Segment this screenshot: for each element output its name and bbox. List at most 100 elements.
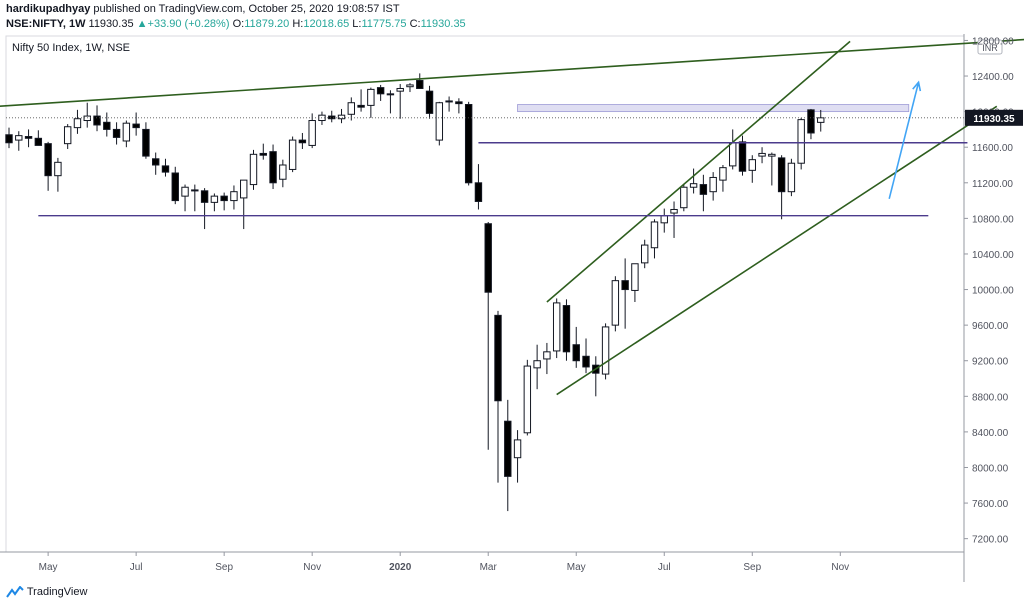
y-tick-label: 7200.00 [972,535,1009,546]
close-label: C: [409,18,421,30]
high-label: H: [292,18,304,30]
candle-bearish [142,128,150,157]
candle-bearish [445,100,453,103]
y-tick-label: 10000.00 [972,286,1014,297]
candle-bearish [220,195,228,202]
open-label: O: [232,18,245,30]
candle-bullish [513,439,522,459]
candle-bullish [650,221,659,249]
resistance-zone [517,104,910,113]
candle-bearish [298,139,307,144]
candle-bullish [288,139,297,170]
x-tick-label: Sep [215,562,233,573]
candle-bearish [93,115,101,126]
candle-bullish [631,263,639,291]
candle-bullish [797,119,805,164]
candle-bullish [406,84,414,88]
candle-bearish [484,223,492,293]
candle-bullish [210,195,219,203]
candle-bullish [308,120,316,146]
x-tick-label: Jul [130,562,143,573]
candle-bearish [152,158,160,166]
candle-bullish [435,102,444,141]
symbol-label: NSE:NIFTY, 1W [6,18,86,30]
candle-bearish [132,123,140,129]
y-tick-label: 11600.00 [972,143,1013,154]
candle-bearish [562,305,571,353]
candle-bearish [777,157,786,193]
author-name[interactable]: hardikupadhyay [6,3,91,15]
candle-bearish [200,190,209,203]
candle-bullish [660,215,668,224]
candle-bullish [54,161,62,177]
x-tick-label: 2020 [389,562,412,573]
candle-bearish [5,134,13,144]
y-tick-label: 8400.00 [972,428,1009,439]
candle-bullish [122,122,131,142]
candle-bullish [680,186,688,209]
y-tick-label: 10400.00 [972,250,1014,261]
candle-bearish [24,136,33,139]
last-price: 11930.35 [88,18,134,30]
candle-bearish [161,165,170,173]
candle-bearish [572,344,580,362]
candlestick-chart[interactable]: Nifty 50 Index, 1W, NSE INR 7200.00 7600.00… [0,34,1024,582]
candle-bearish [44,143,52,177]
channel-lower-line [556,105,998,396]
candle-bullish [611,280,620,326]
candle-bullish [523,365,532,434]
candle-bullish [386,93,395,96]
candle-bearish [738,141,747,172]
currency-label: INR [982,43,998,53]
candle-bullish [396,87,404,92]
candle-bearish [103,121,111,130]
candle-bullish [347,102,356,115]
projection-arrow-head [912,80,922,92]
tradingview-logo-icon [6,585,24,598]
channel-upper-line [546,40,851,303]
x-tick-label: Nov [831,562,849,573]
upper-resistance-trendline [0,38,1024,108]
x-tick-label: Nov [303,562,321,573]
y-tick-label: 7600.00 [972,499,1009,510]
currency-badge [977,39,1003,55]
brand-name[interactable]: TradingView [26,586,88,598]
candle-bearish [621,280,629,291]
candle-bullish [249,153,258,186]
candle-bullish [15,135,23,141]
chart-header: hardikupadhyay published on TradingView.… [0,0,1024,34]
y-tick-label: 8800.00 [972,392,1009,403]
close-value: 11930.35 [420,18,466,30]
x-tick-label: May [567,562,586,573]
candle-bullish [533,360,541,369]
candle-bullish [552,302,561,352]
last-price-tag-label: 11930.35 [973,114,1015,125]
candle-bullish [768,153,776,157]
y-tick-label: 8000.00 [972,463,1009,474]
y-tick-label: 9200.00 [972,357,1009,368]
candle-bearish [504,420,512,477]
candle-bullish [543,351,551,360]
candle-bearish [699,184,708,195]
candle-bearish [269,151,277,184]
candle-bullish [367,88,375,106]
candle-bullish [337,114,346,120]
chart-title: Nifty 50 Index, 1W, NSE [12,42,130,54]
candle-bearish [112,128,121,138]
chart-area[interactable]: Nifty 50 Index, 1W, NSE INR 7200.00 7600.00… [0,34,1024,582]
projection-arrow [888,82,920,200]
candle-bullish [279,164,287,180]
candle-bearish [171,172,179,202]
candle-bearish [357,104,365,108]
candle-bearish [259,152,267,156]
x-tick-label: May [39,562,58,573]
candle-bullish [729,142,737,167]
candle-bullish [709,176,717,193]
up-arrow-icon: ▲ [136,18,148,30]
low-value: 11775.75 [361,18,407,30]
x-tick-label: Sep [743,562,761,573]
candle-bullish [748,159,756,171]
candle-bearish [464,104,473,184]
candle-bullish [758,152,766,157]
x-tick-label: Mar [480,562,498,573]
